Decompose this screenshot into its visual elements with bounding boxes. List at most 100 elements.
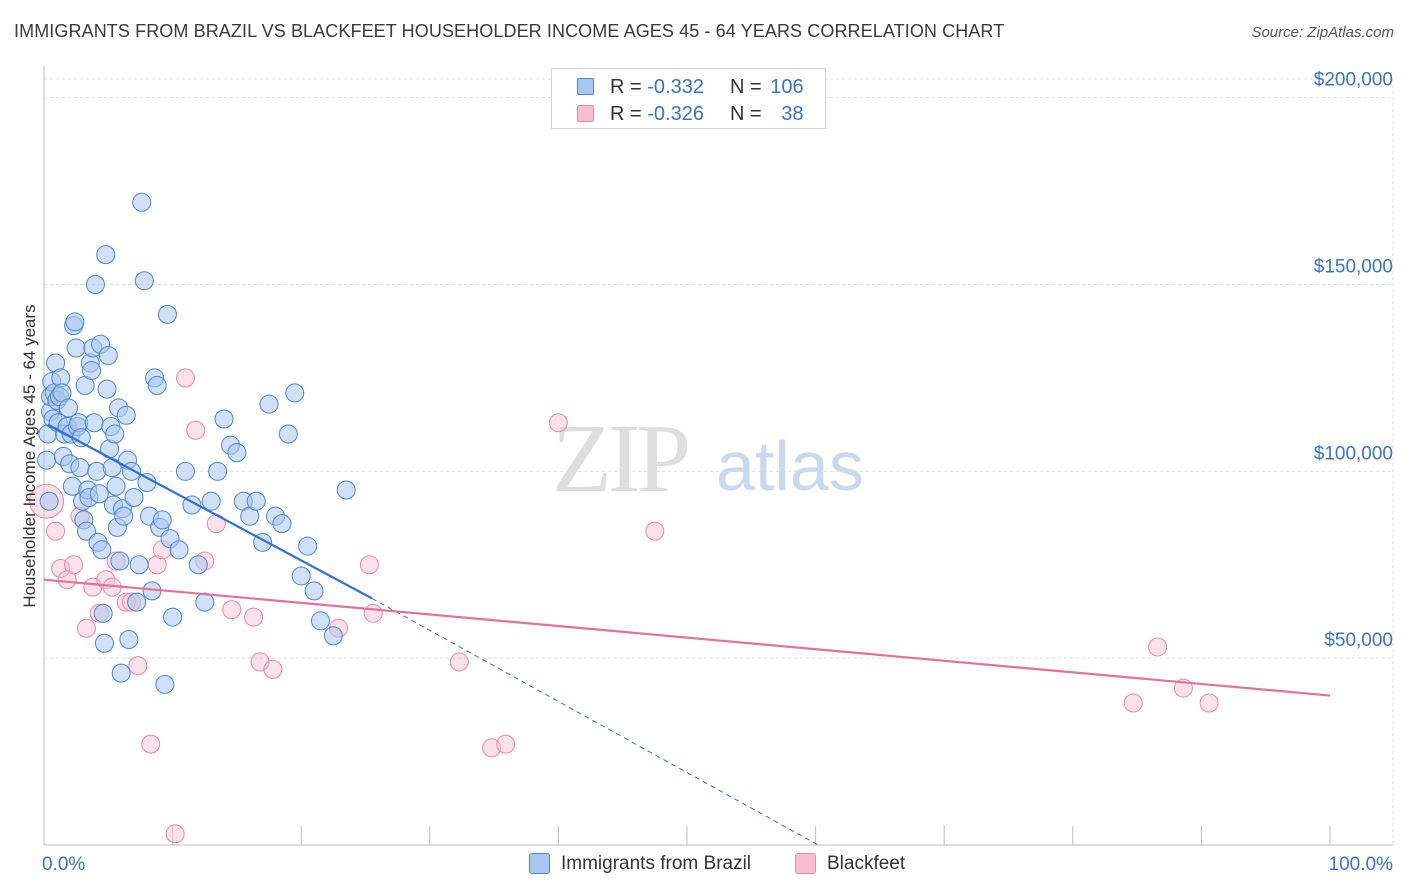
brazil-n-text: N = 106 (730, 76, 804, 98)
brazil-point (92, 540, 112, 560)
brazil-point (201, 491, 221, 511)
brazil-point (137, 473, 157, 493)
brazil-legend-swatch (529, 853, 550, 874)
brazil-point (97, 379, 117, 399)
brazil-point (58, 398, 78, 418)
brazil-point (147, 375, 167, 395)
source-label: Source: ZipAtlas.com (1251, 24, 1394, 41)
brazil-point (291, 566, 311, 586)
brazil-point (65, 312, 85, 332)
blackfeet-point (175, 368, 195, 388)
brazil-point (89, 484, 109, 504)
brazil-point (70, 458, 90, 478)
brazil-trend-line (47, 423, 373, 600)
blackfeet-point (46, 521, 66, 541)
brazil-point (310, 611, 330, 631)
brazil-points (37, 192, 356, 694)
brazil-point (114, 506, 134, 526)
watermark: ZIP atlas (552, 405, 864, 513)
brazil-point (71, 428, 91, 448)
brazil-point (66, 338, 86, 358)
brazil-point (84, 413, 104, 433)
blackfeet-point (141, 734, 161, 754)
blackfeet-point (186, 420, 206, 440)
brazil-point (285, 383, 305, 403)
brazil-point (278, 424, 298, 444)
brazil-point (304, 581, 324, 601)
brazil-point (76, 521, 96, 541)
brazil-point (259, 394, 279, 414)
blackfeet-point (359, 555, 379, 575)
brazil-point (134, 271, 154, 291)
blackfeet-point (1123, 693, 1143, 713)
brazil-point (152, 510, 172, 530)
brazil-point (127, 592, 147, 612)
brazil-trend-extension (371, 597, 819, 846)
brazil-point (106, 476, 126, 496)
series-legend: Immigrants from Brazil Blackfeet (0, 851, 1406, 877)
y-tick-label: $50,000 (1324, 630, 1393, 651)
brazil-point (214, 409, 234, 429)
x-tick-label-min: 0.0% (42, 854, 85, 875)
blackfeet-point (51, 558, 71, 578)
brazil-point (157, 304, 177, 324)
y-tick-label: $200,000 (1314, 70, 1393, 91)
blackfeet-point (1148, 637, 1168, 657)
brazil-point (98, 346, 118, 366)
brazil-point (163, 607, 183, 627)
blackfeet-point (496, 734, 516, 754)
brazil-point (169, 540, 189, 560)
blackfeet-point (244, 607, 264, 627)
brazil-point (336, 480, 356, 500)
brazil-point (111, 663, 131, 683)
trend-lines (43, 423, 1331, 846)
watermark-atlas: atlas (716, 427, 864, 505)
brazil-point (323, 626, 343, 646)
brazil-point (132, 192, 152, 212)
brazil-point (116, 405, 136, 425)
blackfeet-point (449, 652, 469, 672)
brazil-point (85, 275, 105, 295)
blackfeet-r-text: R = -0.326 (610, 103, 704, 125)
y-axis-label: Householder Income Ages 45 - 64 years (20, 304, 39, 607)
brazil-point (298, 536, 318, 556)
brazil-point (175, 461, 195, 481)
brazil-point (39, 491, 59, 511)
blackfeet-n-text: N = 38 (730, 103, 804, 125)
blackfeet-point (548, 413, 568, 433)
watermark-zip: ZIP (552, 405, 687, 513)
brazil-point (129, 555, 149, 575)
brazil-point (37, 450, 57, 470)
brazil-point (208, 461, 228, 481)
y-tick-label: $100,000 (1314, 443, 1393, 464)
brazil-point (227, 443, 247, 463)
brazil-point (82, 360, 102, 380)
blackfeet-point (64, 555, 84, 575)
brazil-point (94, 633, 114, 653)
blackfeet-legend-label: Blackfeet (827, 853, 906, 874)
blackfeet-point (128, 656, 148, 676)
brazil-point (124, 487, 144, 507)
gridlines (44, 78, 1394, 845)
blackfeet-point (482, 738, 502, 758)
blackfeet-legend-swatch (795, 853, 816, 874)
blackfeet-point (363, 603, 383, 623)
blackfeet-point (76, 618, 96, 638)
brazil-point (119, 629, 139, 649)
brazil-point (272, 514, 292, 534)
brazil-r-text: R = -0.332 (610, 76, 704, 98)
blackfeet-point (1199, 693, 1219, 713)
brazil-point (188, 555, 208, 575)
brazil-point (155, 674, 175, 694)
blackfeet-point (165, 824, 185, 844)
brazil-point (110, 551, 130, 571)
chart-title: IMMIGRANTS FROM BRAZIL VS BLACKFEET HOUS… (14, 21, 1005, 41)
brazil-swatch (577, 78, 594, 95)
blackfeet-point (645, 521, 665, 541)
brazil-point (96, 245, 116, 265)
brazil-point (93, 603, 113, 623)
blackfeet-swatch (577, 105, 594, 122)
y-tick-labels: $50,000 $100,000 $150,000 $200,000 (1314, 70, 1393, 651)
brazil-legend-label: Immigrants from Brazil (561, 853, 752, 874)
